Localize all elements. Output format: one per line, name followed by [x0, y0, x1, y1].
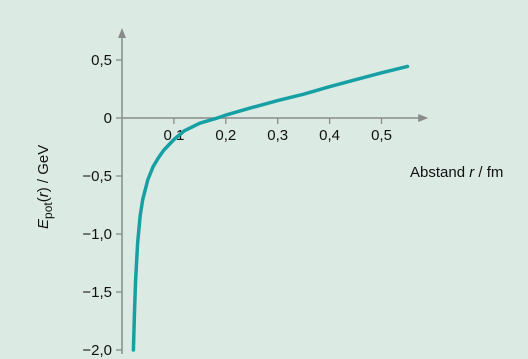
y-axis-label: Epot(r) / GeV: [35, 145, 55, 229]
y-tick-label: 0,5: [91, 52, 112, 69]
y-label-paren: (: [35, 197, 52, 202]
y-axis-arrow: [118, 28, 126, 38]
series-line: [131, 64, 410, 352]
y-label-unit: ) / GeV: [35, 145, 52, 193]
x-ticks: 0,1 0,2 0,3 0,4 0,5: [163, 118, 392, 144]
x-tick-label: 0,3: [267, 127, 288, 144]
x-tick-label: 0,4: [319, 127, 340, 144]
x-axis-arrow: [418, 114, 429, 122]
x-tick-label: 0,1: [163, 127, 184, 144]
y-tick-label: −0,5: [82, 168, 112, 185]
axes: [118, 28, 429, 354]
x-axis-label: Abstand r / fm: [410, 164, 503, 181]
x-label-pre: Abstand: [410, 164, 469, 181]
y-tick-label: −2,0: [82, 342, 112, 359]
y-label-sub: pot: [41, 202, 55, 219]
y-label-e: E: [35, 218, 52, 229]
x-tick-label: 0,2: [215, 127, 236, 144]
y-ticks: 0,5 0 −0,5 −1,0 −1,5 −2,0: [82, 52, 122, 359]
y-tick-label: −1,0: [82, 226, 112, 243]
x-tick-label: 0,5: [371, 127, 392, 144]
y-tick-label: −1,5: [82, 284, 112, 301]
y-tick-label: 0: [104, 110, 112, 127]
x-label-var: r: [469, 164, 475, 181]
y-label-var: r: [35, 191, 52, 197]
x-label-post: / fm: [474, 164, 503, 181]
